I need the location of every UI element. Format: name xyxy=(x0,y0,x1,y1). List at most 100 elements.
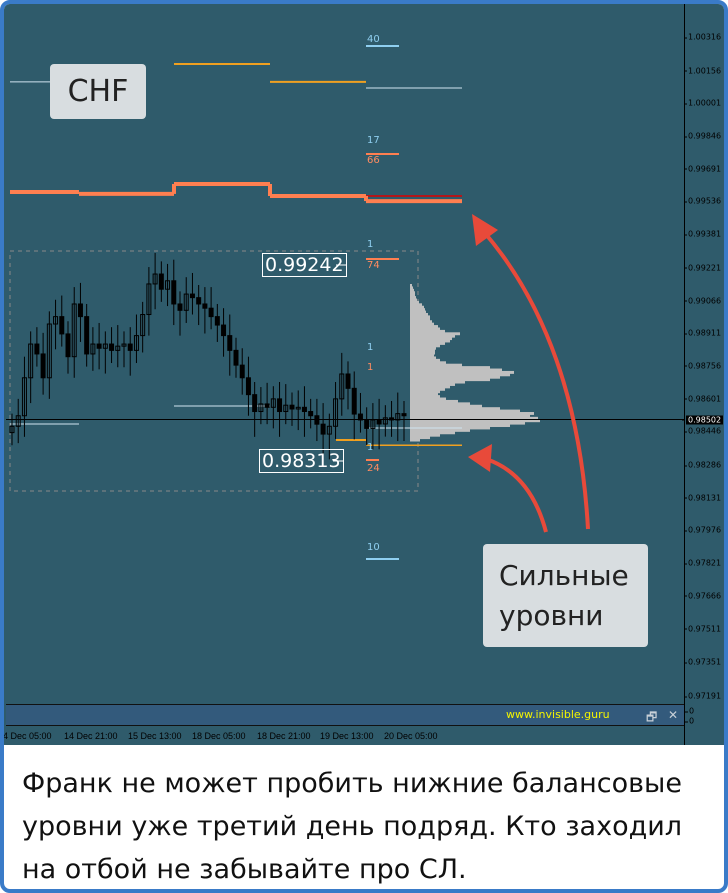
candle-bear xyxy=(171,280,177,305)
candle-bull xyxy=(333,398,339,427)
close-icon[interactable]: ✕ xyxy=(668,708,679,722)
volume-profile-bar xyxy=(410,428,470,432)
x-tick-label: 20 Dec 05:00 xyxy=(384,731,438,741)
candle-bull xyxy=(115,345,121,351)
candle-bear xyxy=(34,343,40,355)
volume-profile-bar xyxy=(410,312,428,316)
x-tick-label: 14 Dec 05:00 xyxy=(0,731,52,741)
price-box-lower: 0.98313 xyxy=(259,449,344,473)
volume-profile-bar xyxy=(410,438,420,442)
volume-profile-bar xyxy=(410,402,470,406)
candle-bear xyxy=(289,404,295,410)
candle-bull xyxy=(326,425,332,435)
y-tick-label: 0.97976 xyxy=(683,525,722,535)
caption-text: Франк не может пробить нижние балансовые… xyxy=(22,768,683,885)
candle-bull xyxy=(140,314,146,337)
level-count-top: 10 xyxy=(367,542,380,553)
volume-profile-bar xyxy=(410,305,424,309)
candle-bull xyxy=(258,403,264,413)
candle-bear xyxy=(233,349,239,366)
candle-bull xyxy=(339,373,345,400)
volume-profile-bar xyxy=(410,317,430,321)
volume-profile-bar xyxy=(410,370,514,374)
volume-profile-bar xyxy=(410,407,500,411)
candle-bear xyxy=(177,303,183,311)
y-tick-label: 1.00156 xyxy=(683,66,722,76)
level-count-top: 1 xyxy=(367,442,374,453)
volume-profile-bar xyxy=(410,392,438,396)
candle-bull xyxy=(15,415,21,427)
candle-bull xyxy=(283,404,289,413)
volume-profile-bar xyxy=(410,356,436,360)
volume-profile-bar xyxy=(410,344,440,348)
plot-area[interactable]: CHF Сильные уровни 0.99242 0.98313 40 17 6… xyxy=(6,4,684,702)
annotation-line-1: Сильные xyxy=(499,559,629,592)
candle-bear xyxy=(264,403,270,408)
candle-bear xyxy=(158,273,164,290)
y-tick-label: 0.98756 xyxy=(683,361,722,371)
price-axis[interactable]: 1.00316 1.00156 1.00001 0.99846 0.99691 0.995… xyxy=(681,4,724,745)
volume-profile-bar xyxy=(410,363,462,367)
candle-bull xyxy=(270,398,276,408)
volume-profile-bar xyxy=(410,320,432,324)
candle-bear xyxy=(345,373,351,389)
restore-icon[interactable]: 🗗 xyxy=(646,710,658,724)
volume-profile-bar xyxy=(410,375,500,379)
candle-bear xyxy=(245,377,251,396)
volume-profile-bar xyxy=(410,436,430,440)
y-tick-label: 0.97351 xyxy=(683,657,722,667)
arrowhead-upper xyxy=(472,214,498,246)
volume-profile-bar xyxy=(410,395,440,399)
volume-profile-bar xyxy=(410,303,422,307)
volume-profile-bar xyxy=(410,293,415,297)
y-tick-label: 1.00001 xyxy=(683,98,722,108)
candle-bull xyxy=(71,303,77,358)
subwindow-value: 0 xyxy=(684,716,695,726)
candle-bull xyxy=(295,406,301,410)
candle-bear xyxy=(109,343,115,351)
candle-bull xyxy=(133,335,139,351)
candle-bull xyxy=(21,377,27,417)
arrow-upper xyxy=(482,230,590,530)
symbol-label: CHF xyxy=(50,64,146,119)
volume-profile-bar xyxy=(410,383,455,386)
price-box-upper: 0.99242 xyxy=(262,253,347,277)
candle-bear xyxy=(301,406,307,413)
x-tick-label: 18 Dec 05:00 xyxy=(192,731,246,741)
volume-profile-bar xyxy=(410,380,465,384)
volume-profile-bar xyxy=(410,368,502,372)
volume-profile-bar xyxy=(410,351,435,355)
candle-bear xyxy=(77,303,83,318)
candle-bear xyxy=(59,316,65,335)
candle-bear xyxy=(308,411,314,417)
level-count-bottom: 1 xyxy=(367,362,374,373)
candle-bear xyxy=(227,335,233,351)
volume-profile-bar xyxy=(410,419,540,423)
volume-profile-bar xyxy=(410,291,415,295)
volume-profile-bar xyxy=(410,431,455,435)
candle-bear xyxy=(208,307,214,318)
volume-profile-bar xyxy=(410,424,510,428)
x-tick-label: 19 Dec 13:00 xyxy=(320,731,374,741)
price-chart-svg xyxy=(6,45,684,560)
volume-profile-bar xyxy=(410,346,436,350)
candle-bull xyxy=(395,413,401,421)
y-tick-label: 0.99846 xyxy=(683,131,722,141)
volume-profile-bar xyxy=(410,329,445,333)
balance-zone-box xyxy=(9,250,419,492)
candle-bear xyxy=(376,419,382,425)
candle-bear xyxy=(65,333,71,358)
watermark-link[interactable]: www.invisible.guru xyxy=(506,708,610,721)
chart-area[interactable]: CHF Сильные уровни 0.99242 0.98313 40 17 6… xyxy=(4,4,724,745)
y-tick-label: 0.99221 xyxy=(683,263,722,273)
volume-profile-bar xyxy=(410,308,425,312)
candle-bull xyxy=(102,343,108,349)
y-tick-label: 0.99066 xyxy=(683,296,722,306)
candle-bear xyxy=(127,343,133,351)
volume-profile-bar xyxy=(410,337,452,341)
volume-profile-bar xyxy=(410,412,534,415)
volume-profile-bar xyxy=(410,404,482,408)
volume-profile-bar xyxy=(410,433,440,437)
x-tick-label: 14 Dec 21:00 xyxy=(64,731,118,741)
y-tick-label: 0.97191 xyxy=(683,691,722,701)
